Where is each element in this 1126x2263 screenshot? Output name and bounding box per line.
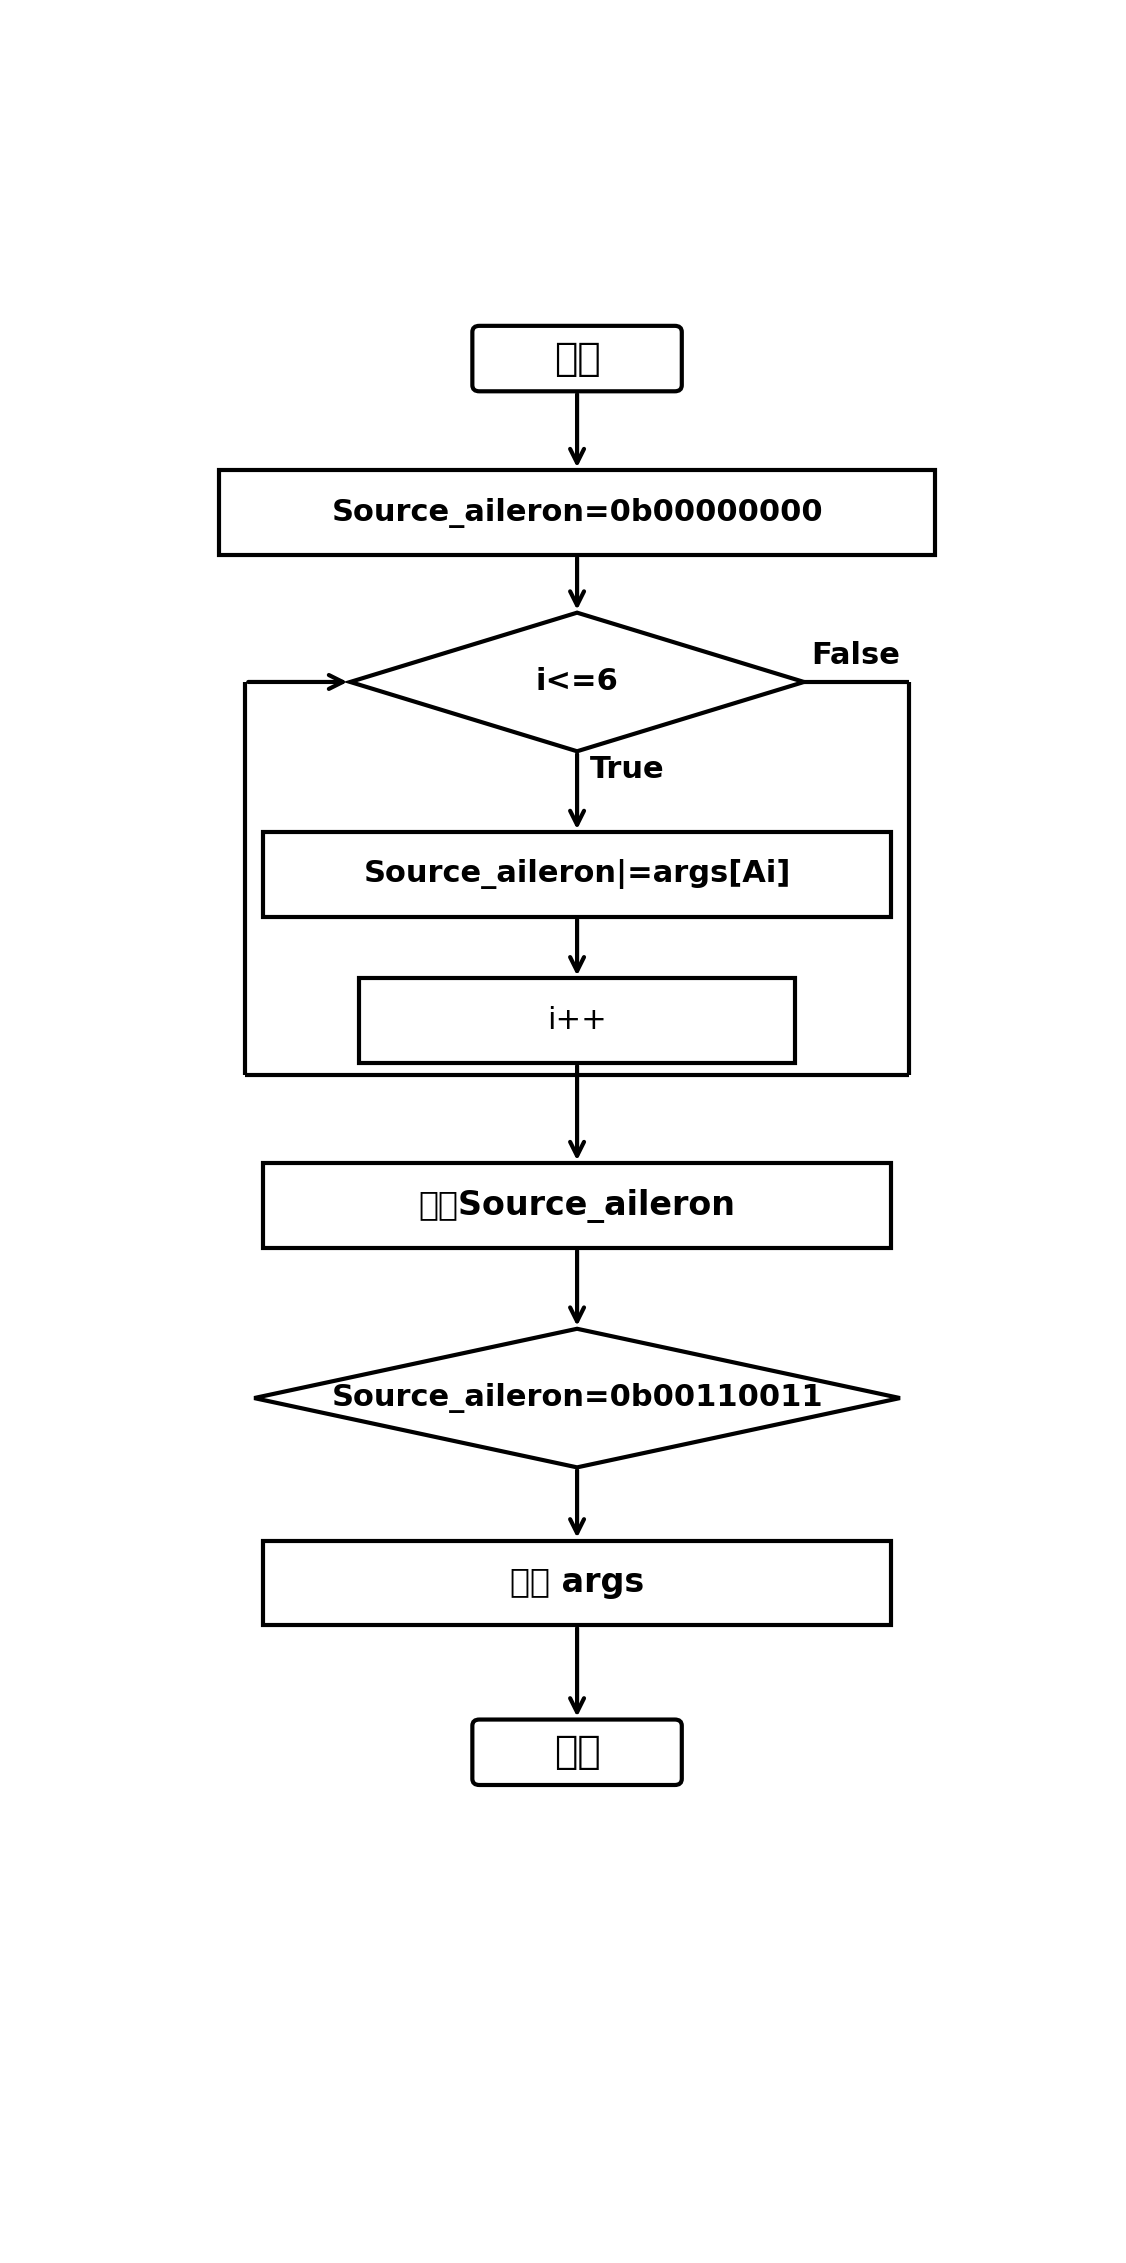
Text: Source_aileron=0b00000000: Source_aileron=0b00000000 xyxy=(331,498,823,527)
Text: i<=6: i<=6 xyxy=(536,668,618,697)
Text: 输出Source_aileron: 输出Source_aileron xyxy=(419,1188,735,1222)
FancyBboxPatch shape xyxy=(473,326,681,391)
Bar xyxy=(359,978,795,1064)
Text: 开始: 开始 xyxy=(554,339,600,378)
Text: Source_aileron|=args[Ai]: Source_aileron|=args[Ai] xyxy=(364,860,790,889)
Bar xyxy=(263,833,892,917)
Text: Source_aileron=0b00110011: Source_aileron=0b00110011 xyxy=(331,1383,823,1412)
Bar xyxy=(263,1541,892,1625)
Text: False: False xyxy=(811,640,900,670)
Text: 输出 args: 输出 args xyxy=(510,1566,644,1600)
FancyBboxPatch shape xyxy=(473,1720,681,1786)
Bar xyxy=(220,471,935,554)
Polygon shape xyxy=(350,613,804,751)
Text: 结束: 结束 xyxy=(554,1733,600,1772)
Bar xyxy=(263,1163,892,1247)
Polygon shape xyxy=(254,1328,900,1466)
Text: True: True xyxy=(590,756,664,783)
Text: i++: i++ xyxy=(547,1007,607,1034)
